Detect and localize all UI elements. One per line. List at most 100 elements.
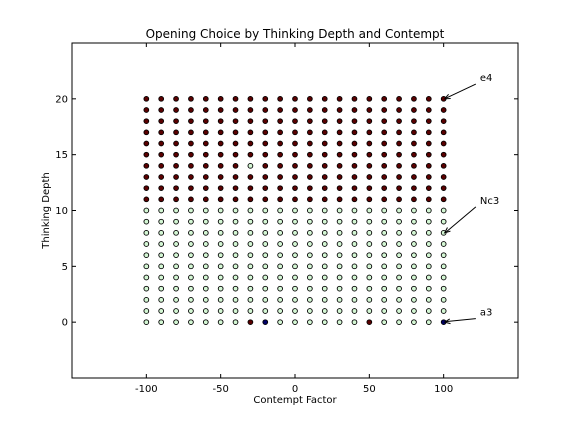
point-nc3 [381,241,388,247]
point-nc3 [440,263,447,270]
point-nc3 [202,229,209,236]
point-e4 [411,118,417,125]
point-nc3 [292,285,298,292]
point-nc3 [292,274,298,281]
point-e4 [277,107,283,113]
point-nc3 [217,274,224,281]
point-nc3 [247,296,254,303]
point-nc3 [232,274,239,281]
point-e4 [202,118,209,125]
point-e4 [143,129,150,136]
point-nc3 [425,218,432,225]
point-e4 [158,129,165,136]
point-e4 [292,196,298,203]
point-e4 [173,140,179,147]
point-e4 [277,129,283,136]
point-nc3 [143,285,150,292]
point-e4 [143,140,150,147]
point-e4 [336,107,343,113]
point-nc3 [188,308,194,314]
point-e4 [440,107,447,113]
point-e4 [188,107,194,113]
point-e4 [188,196,194,203]
point-nc3 [217,252,224,259]
point-e4 [173,185,179,192]
point-nc3 [307,274,313,281]
point-e4 [188,95,194,102]
point-nc3 [381,229,388,236]
point-nc3 [292,218,298,225]
point-e4 [292,162,298,169]
point-e4 [321,140,328,147]
chart-title: Opening Choice by Thinking Depth and Con… [146,27,445,41]
point-nc3 [158,296,165,303]
point-e4 [366,162,373,169]
point-nc3 [188,207,194,214]
point-e4 [307,140,313,147]
point-e4 [217,118,224,125]
point-e4 [143,151,150,158]
point-nc3 [247,285,254,292]
point-e4 [292,140,298,147]
point-nc3 [188,241,194,247]
point-e4 [143,185,150,192]
point-nc3 [321,263,328,270]
point-nc3 [381,319,388,326]
point-nc3 [336,241,343,247]
point-e4 [440,118,447,125]
point-e4 [396,95,402,102]
point-nc3 [188,229,194,236]
point-nc3 [292,296,298,303]
point-nc3 [411,274,417,281]
point-nc3 [158,252,165,259]
point-nc3 [321,319,328,326]
point-nc3 [217,308,224,314]
point-nc3 [321,296,328,303]
point-e4 [232,118,239,125]
point-e4 [173,107,179,113]
point-nc3 [336,296,343,303]
point-e4 [247,129,254,136]
point-nc3 [173,263,179,270]
point-e4 [336,196,343,203]
point-e4 [425,151,432,158]
point-nc3 [188,285,194,292]
point-nc3 [396,263,402,270]
point-nc3 [425,319,432,326]
point-e4 [351,162,358,169]
point-nc3 [173,319,179,326]
point-e4 [307,196,313,203]
point-e4 [440,151,447,158]
point-e4 [292,129,298,136]
point-nc3 [366,207,373,214]
point-e4 [202,196,209,203]
point-nc3 [188,319,194,326]
point-e4 [321,185,328,192]
point-e4 [366,140,373,147]
point-e4 [277,185,283,192]
point-e4 [188,140,194,147]
x-tick-label: -100 [135,384,158,395]
point-e4 [396,107,402,113]
point-e4 [217,129,224,136]
point-nc3 [321,241,328,247]
point-nc3 [292,308,298,314]
point-e4 [217,185,224,192]
y-tick-label: 10 [55,206,68,217]
point-e4 [366,185,373,192]
point-e4 [247,140,254,147]
point-e4 [351,95,358,102]
point-nc3 [351,229,358,236]
point-nc3 [158,274,165,281]
point-nc3 [411,241,417,247]
point-e4 [232,129,239,136]
point-e4 [411,129,417,136]
point-e4 [173,174,179,180]
point-nc3 [321,285,328,292]
point-nc3 [307,308,313,314]
point-nc3 [247,229,254,236]
point-nc3 [143,274,150,281]
point-nc3 [247,207,254,214]
point-e4 [247,151,254,158]
point-e4 [425,185,432,192]
